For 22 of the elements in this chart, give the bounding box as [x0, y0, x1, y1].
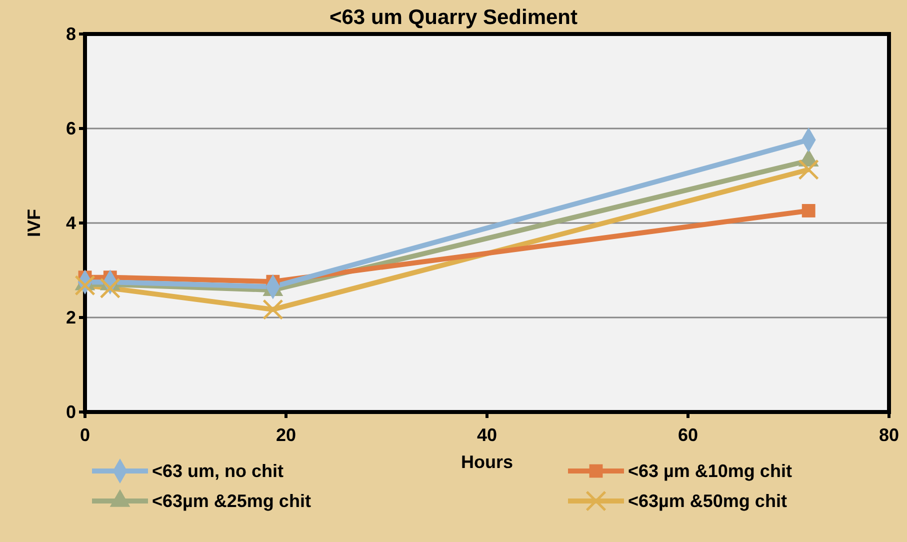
y-axis-title: IVF [24, 208, 44, 238]
y-tick-label: 0 [66, 402, 76, 422]
legend-label: <63µm &25mg chit [152, 491, 311, 511]
y-tick-label: 2 [66, 307, 76, 328]
legend-label: <63 µm &10mg chit [628, 461, 792, 481]
point [802, 204, 816, 218]
x-tick-label: 80 [878, 424, 900, 445]
y-tick-label: 8 [66, 24, 76, 44]
x-tick-label: 60 [678, 424, 698, 445]
x-tick-label: 40 [476, 424, 498, 445]
point [100, 278, 121, 299]
y-tick-label: 4 [66, 212, 76, 233]
point [262, 299, 284, 320]
y-tick-label: 6 [66, 118, 76, 138]
point [74, 274, 96, 296]
x-tick-label: 0 [80, 424, 90, 445]
point [798, 159, 819, 180]
x-tick-label: 20 [276, 424, 296, 445]
legend-label: <63µm &50mg chit [628, 491, 787, 511]
x-axis-title: Hours [460, 452, 514, 472]
legend-label: <63 um, no chit [152, 461, 284, 481]
chart-title: <63 um Quarry Sediment [329, 6, 578, 29]
